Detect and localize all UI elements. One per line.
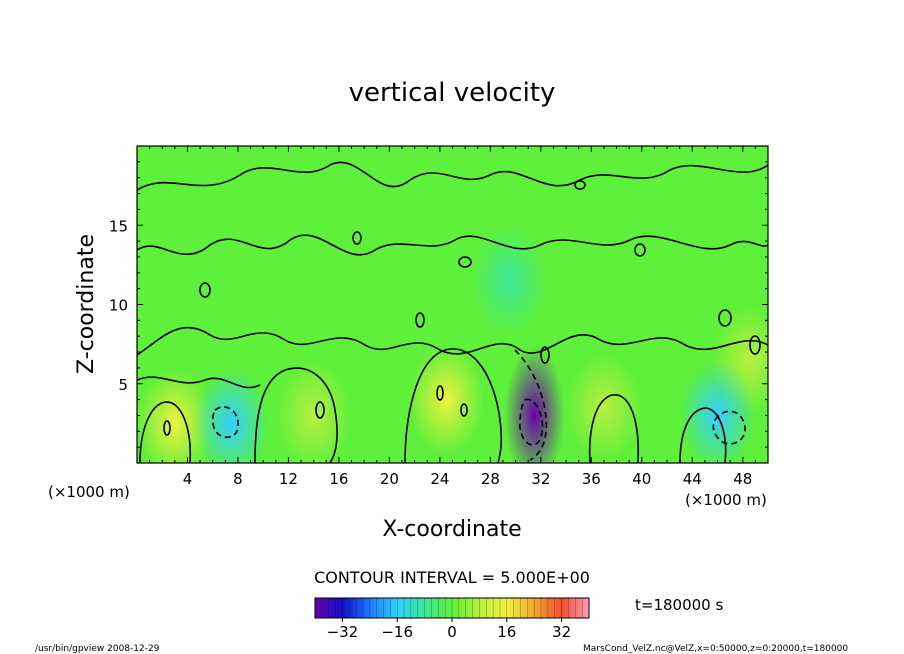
contour-closed xyxy=(436,385,444,401)
field-feature xyxy=(275,360,352,463)
field-feature xyxy=(679,360,756,463)
contour-closed xyxy=(163,420,171,436)
contour-closed xyxy=(315,401,325,419)
contour-interval-label: CONTOUR INTERVAL = 5.000E+00 xyxy=(314,568,590,587)
colorbar-stripes xyxy=(321,598,583,618)
contour-closed xyxy=(458,256,472,268)
y-tick-label: 15 xyxy=(109,217,128,235)
y-tick-label: 5 xyxy=(118,376,128,394)
contour-dashed xyxy=(712,410,746,445)
contour-line xyxy=(137,326,768,356)
contour-closed xyxy=(574,180,586,190)
field-feature xyxy=(565,352,642,463)
colorbar-tick-label: 16 xyxy=(497,623,516,641)
contour-closed xyxy=(634,243,646,257)
x-tick-label: 8 xyxy=(233,470,243,488)
field-feature xyxy=(504,345,565,463)
x-tick-label: 4 xyxy=(183,470,193,488)
contour-closed xyxy=(460,403,468,417)
contour-line xyxy=(679,407,727,463)
contour-closed xyxy=(352,231,362,245)
time-label: t=180000 s xyxy=(635,596,723,614)
field-feature xyxy=(137,368,213,463)
field-feature xyxy=(471,225,548,336)
contour-closed xyxy=(199,282,211,298)
colorbar-tick-label: −16 xyxy=(381,623,413,641)
colorbar-ticks: −32 −16 0 16 32 xyxy=(327,618,571,641)
footer-left: /usr/bin/gpview 2008-12-29 xyxy=(35,644,160,654)
contour-lines xyxy=(137,161,768,463)
x-tick-label: 36 xyxy=(582,470,601,488)
x-tick-label: 48 xyxy=(733,470,752,488)
field-feature xyxy=(193,368,270,463)
contour-line xyxy=(137,161,768,191)
x-tick-label: 32 xyxy=(531,470,550,488)
contour-line xyxy=(404,348,503,463)
contour-line xyxy=(254,367,338,463)
x-tick-label: 24 xyxy=(430,470,449,488)
x-tick-label: 28 xyxy=(481,470,500,488)
x-tick-label: 12 xyxy=(279,470,298,488)
y-tick-label: 10 xyxy=(109,297,128,315)
contour-closed xyxy=(749,335,761,355)
x-tick-label: 20 xyxy=(380,470,399,488)
x-tick-label: 16 xyxy=(329,470,348,488)
contour-closed xyxy=(415,312,425,328)
contour-dashed xyxy=(211,406,239,439)
footer-right: MarsCond_VelZ.nc@VelZ,x=0:50000,z=0:2000… xyxy=(583,644,848,654)
contour-line xyxy=(137,376,261,389)
contour-closed xyxy=(718,309,732,327)
field-feature xyxy=(408,344,485,455)
x-tick-label: 40 xyxy=(632,470,651,488)
x-axis-label: X-coordinate xyxy=(382,517,521,542)
colorbar-tick-label: 32 xyxy=(552,623,571,641)
colorbar: −32 −16 0 16 32 xyxy=(314,597,590,641)
y-unit-label: (×1000 m) xyxy=(48,483,130,501)
x-tick-label: 44 xyxy=(683,470,702,488)
contour-line xyxy=(137,234,768,256)
contour-dashed xyxy=(519,398,544,446)
contour-closed xyxy=(540,346,550,364)
contour-line xyxy=(588,394,640,463)
plot-area xyxy=(137,146,768,463)
chart-title: vertical velocity xyxy=(349,78,556,108)
y-axis-label: Z-coordinate xyxy=(74,234,99,374)
field-features xyxy=(137,225,768,463)
x-unit-label: (×1000 m) xyxy=(685,491,767,509)
contour-dashed xyxy=(514,349,548,461)
contour-line xyxy=(139,401,192,463)
colorbar-tick-label: −32 xyxy=(327,623,359,641)
colorbar-tick-label: 0 xyxy=(447,623,457,641)
